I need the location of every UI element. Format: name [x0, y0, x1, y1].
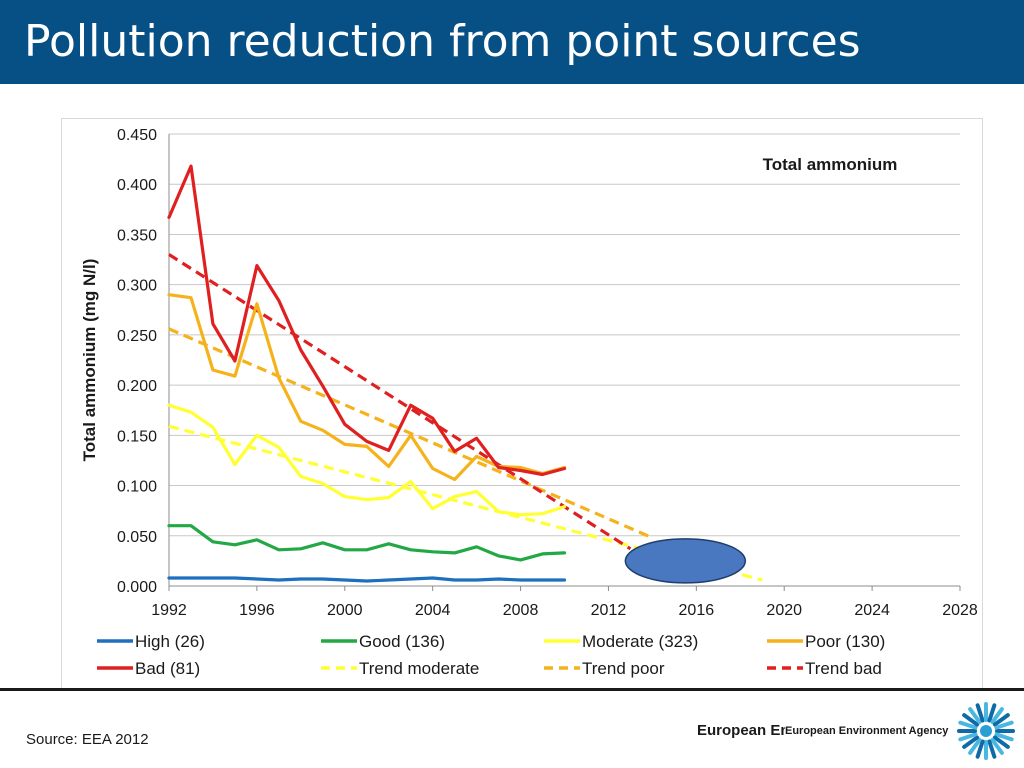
footer-divider — [0, 688, 1024, 691]
page-title: Pollution reduction from point sources — [24, 16, 861, 67]
eea-logo-icon — [957, 702, 1015, 760]
title-bar: Pollution reduction from point sources — [0, 0, 1024, 84]
agency-wordmark: European Environment Agency — [697, 722, 785, 739]
agency-name: European Environment Agency — [785, 725, 949, 737]
chart-frame — [61, 118, 983, 690]
source-note: Source: EEA 2012 — [26, 731, 149, 748]
